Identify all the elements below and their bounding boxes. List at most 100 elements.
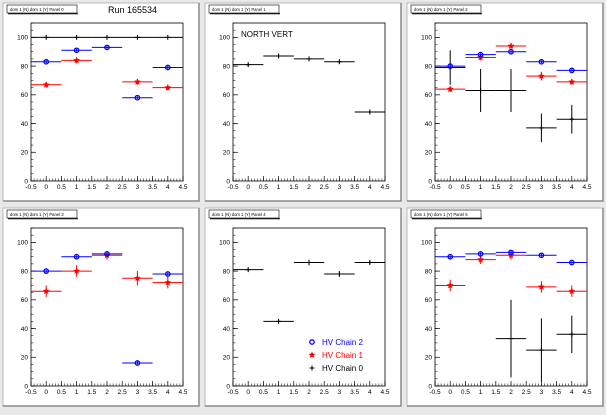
marker-circle [134,94,141,101]
marker-cross [508,336,514,342]
y-tick-label: 60 [223,92,231,99]
series-cross [233,53,385,115]
y-tick-label: 80 [425,63,433,70]
series-circle [31,251,183,366]
x-tick-label: 3.5 [148,389,157,396]
pad-title: dom 1 (N) dom 1 (Y) Panel 1 [212,7,266,12]
marker-cross [245,267,251,273]
y-tick-label: 100 [17,35,28,42]
series-cross [435,50,587,143]
marker-circle [538,58,545,65]
y-tick-label: 40 [425,121,433,128]
x-axis: -0.5 0 0.5 1 1.5 2 2.5 3 3.5 4 4.5 [227,176,390,191]
x-tick-label: 0 [448,389,452,396]
data-point [122,34,153,40]
data-point [31,34,62,40]
y-tick-label: 80 [425,268,433,275]
x-tick-label: 0 [44,184,48,191]
data-point [122,360,153,366]
y-tick-label: 60 [21,92,29,99]
data-point [465,255,496,264]
pad-title: dom 1 (N) dom 1 (Y) Panel 5 [414,212,468,217]
data-point [91,44,123,51]
marker-star [537,283,545,290]
pad-title-frame [208,209,280,219]
marker-cross [367,109,373,115]
pad-title: dom 1 (N) dom 1 (Y) Panel 3 [10,212,64,217]
x-tick-label: 3.5 [350,184,359,191]
marker-cross [104,34,110,40]
x-tick-label: 2 [307,389,311,396]
marker-cross [367,259,373,265]
data-point [495,68,527,113]
y-tick-label: 100 [421,35,432,42]
marker-circle [477,51,484,58]
data-point [495,48,527,55]
y-tick-label: 80 [223,268,231,275]
marker-cross [306,259,312,265]
x-tick-label: 4 [368,389,372,396]
y-tick-label: 20 [21,355,29,362]
x-tick-label: 3.5 [552,389,561,396]
marker-star [507,42,515,49]
pad-title: dom 1 (N) dom 1 (Y) Panel 4 [212,212,266,217]
data-point [263,53,294,59]
x-tick-label: 4.5 [582,184,591,191]
y-tick-label: 60 [21,297,29,304]
pad-annotation: NORTH VERT [241,30,293,39]
x-axis: -0.5 0 0.5 1 1.5 2 2.5 3 3.5 4 4.5 [25,176,188,191]
data-point [324,59,355,65]
data-point [465,251,496,257]
marker-star [42,287,50,295]
pad-title-box: dom 1 (N) dom 1 (Y) Panel 4 [208,209,280,220]
x-tick-label: 1.5 [491,389,500,396]
pad-title-box: dom 1 (N) dom 1 (Y) Panel 1 [208,4,280,15]
y-tick-label: 0 [24,178,28,185]
pad-5: dom 1 (N) dom 1 (Y) Panel 4-0.5 0 0.5 1 1.5 2… [204,207,402,407]
marker-circle [73,253,80,260]
legend-label: HV Chain 0 [322,364,363,373]
data-point [354,109,385,115]
x-tick-label: 3.5 [148,184,157,191]
marker-circle [164,64,171,71]
pad-background [406,207,604,407]
data-point [435,63,466,69]
data-point [61,56,92,64]
data-point [31,285,62,297]
x-tick-label: -0.5 [429,389,441,396]
data-point [122,78,153,85]
data-point [556,285,587,297]
y-tick-label: 0 [24,383,28,390]
x-tick-label: 0 [246,389,250,396]
data-point [354,259,385,265]
x-tick-label: 3.5 [350,389,359,396]
y-tick-label: 40 [223,121,231,128]
marker-circle [508,48,514,55]
x-tick-label: 4.5 [178,389,187,396]
marker-star [446,85,454,93]
x-tick-label: 3 [338,389,342,396]
y-tick-label: 100 [17,240,28,247]
run-label: Run 165534 [108,5,157,15]
data-point [233,62,264,68]
marker-circle [447,63,454,69]
x-tick-label: 0.5 [259,184,268,191]
legend-label: HV Chain 1 [322,351,363,360]
marker-cross [508,88,514,94]
x-tick-label: 0 [246,184,250,191]
series-cross [495,299,587,382]
legend-item: HV Chain 2 [309,338,363,347]
x-tick-label: 4.5 [178,184,187,191]
marker-circle [104,44,110,51]
y-axis: 0 20 40 60 80 100 [421,22,440,185]
data-point [556,315,587,353]
data-point [556,259,587,266]
legend-marker-cross [309,365,315,371]
x-tick-label: 4.5 [380,389,389,396]
x-tick-label: 4 [570,389,574,396]
x-tick-label: 1 [277,184,281,191]
marker-cross [306,56,312,62]
x-tick-label: 3 [540,389,544,396]
data-point [61,47,92,54]
